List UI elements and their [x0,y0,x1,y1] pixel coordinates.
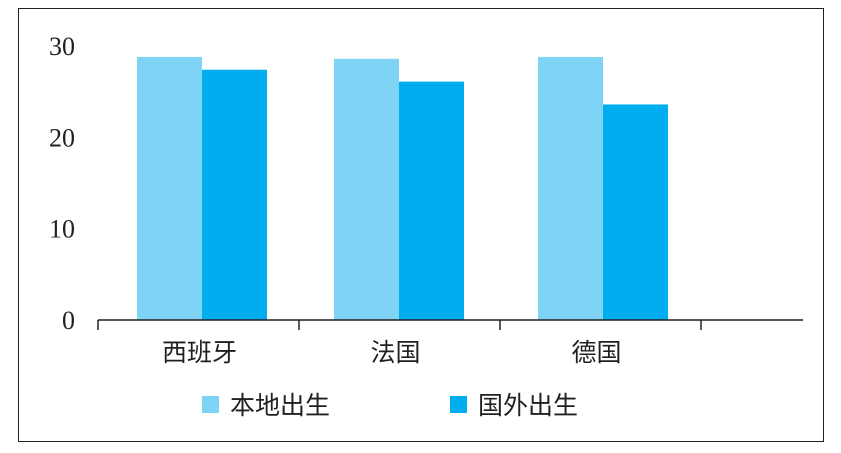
bar-local-born [538,56,603,321]
bar-chart: 0 10 20 30 西班牙 法国 德国 本地出生 国外出生 [49,32,803,420]
legend-swatch [202,396,219,413]
x-category-label: 西班牙 [162,338,237,367]
bar-local-born [137,56,202,321]
bar-foreign-born [603,104,668,320]
legend-label: 本地出生 [230,391,330,420]
x-category-label: 法国 [370,338,420,367]
bar-foreign-born [399,81,464,321]
chart-frame: 0 10 20 30 西班牙 法国 德国 本地出生 国外出生 [18,8,824,442]
x-axis [97,319,803,330]
legend: 本地出生 国外出生 [202,391,578,420]
y-tick-label: 0 [62,306,75,335]
legend-swatch [450,396,467,413]
x-category-label: 德国 [571,338,621,367]
bar-local-born [334,58,399,320]
bar-foreign-born [202,69,267,320]
y-tick-label: 10 [49,215,75,244]
category-labels: 西班牙 法国 德国 [162,338,622,367]
y-tick-label: 20 [49,123,75,152]
y-tick-label: 30 [49,32,75,61]
legend-label: 国外出生 [478,391,578,420]
bars [137,56,668,321]
y-axis-tick-labels: 0 10 20 30 [49,32,75,335]
